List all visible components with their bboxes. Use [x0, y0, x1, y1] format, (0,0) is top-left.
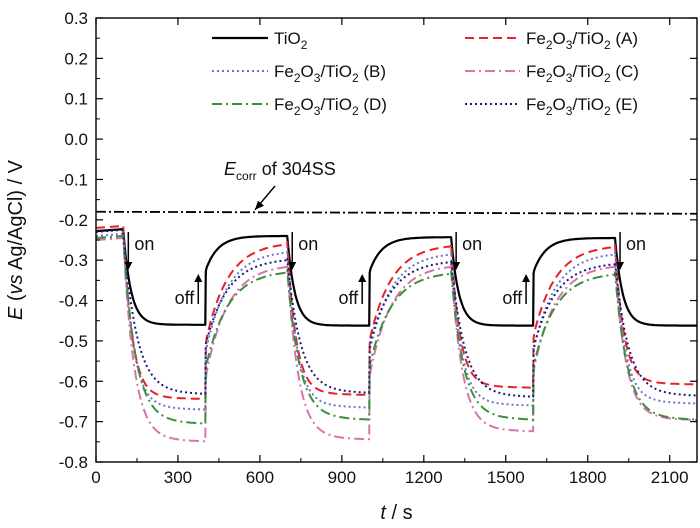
series-line-2 — [95, 232, 697, 411]
light-off-annotation: off — [338, 274, 367, 308]
light-on-label: on — [134, 234, 154, 254]
x-tick-label: 900 — [328, 468, 356, 487]
x-tick-label: 2100 — [651, 468, 689, 487]
y-tick-label: 0.2 — [64, 49, 88, 68]
legend-item: TiO2 — [212, 29, 308, 52]
series-line-3 — [95, 237, 697, 443]
light-on-annotation: on — [452, 232, 482, 270]
series-line-0 — [95, 228, 697, 327]
legend-item: Fe2O3/TiO2 (E) — [465, 95, 638, 118]
x-tick-label: 1800 — [569, 468, 607, 487]
legend-item: Fe2O3/TiO2 (C) — [465, 62, 639, 85]
label-layer: 0 300 600 900 1200 1500 1800 2100 0.3 0.2 0.1 0.0 -0… — [5, 9, 689, 524]
y-tick-label: 0.3 — [64, 9, 88, 28]
series-line-4 — [95, 235, 697, 425]
series-layer — [95, 224, 697, 443]
legend-label: Fe2O3/TiO2 (D) — [274, 95, 387, 118]
axes-layer — [95, 17, 698, 463]
series-line-5 — [95, 228, 697, 398]
y-tick-label: -0.7 — [59, 413, 88, 432]
legend-label: Fe2O3/TiO2 (E) — [526, 95, 638, 118]
annotation-layer: Ecorr of 304SS on on on on off off off — [95, 159, 698, 308]
legend-item: Fe2O3/TiO2 (B) — [212, 62, 386, 85]
light-off-annotation: off — [502, 274, 531, 308]
x-tick-label: 0 — [91, 468, 100, 487]
x-tick-label: 1200 — [405, 468, 443, 487]
y-tick-label: 0.0 — [64, 130, 88, 149]
legend-label: Fe2O3/TiO2 (A) — [526, 29, 638, 52]
light-on-label: on — [626, 234, 646, 254]
ecorr-reference-line — [95, 210, 698, 215]
legend-label: Fe2O3/TiO2 (B) — [274, 62, 386, 85]
x-axis-title: t / s — [380, 502, 412, 524]
y-tick-label: -0.6 — [59, 372, 88, 391]
y-tick-label: -0.3 — [59, 251, 88, 270]
legend-item: Fe2O3/TiO2 (A) — [465, 29, 638, 52]
light-off-label: off — [338, 288, 359, 308]
legend-layer: TiO2 Fe2O3/TiO2 (A) Fe2O3/TiO2 (B) Fe2O3/Ti… — [212, 29, 639, 118]
light-off-label: off — [502, 288, 523, 308]
x-tick-label: 600 — [246, 468, 274, 487]
light-on-annotation: on — [124, 232, 154, 270]
light-off-annotation: off — [175, 274, 203, 308]
legend-label: Fe2O3/TiO2 (C) — [526, 62, 639, 85]
y-tick-label: -0.1 — [59, 170, 88, 189]
x-tick-label: 300 — [164, 468, 192, 487]
light-on-annotation: on — [616, 232, 646, 270]
y-tick-label: -0.5 — [59, 332, 88, 351]
y-tick-label: 0.1 — [64, 90, 88, 109]
x-tick-label: 1500 — [487, 468, 525, 487]
y-tick-label: -0.2 — [59, 211, 88, 230]
ecorr-label: Ecorr of 304SS — [224, 159, 336, 183]
light-on-annotation: on — [288, 232, 318, 270]
light-on-label: on — [298, 234, 318, 254]
series-line-1 — [95, 224, 697, 400]
y-axis-title: E (vs Ag/AgCl) / V — [5, 159, 27, 320]
ecorr-arrowhead — [255, 200, 264, 210]
legend-label: TiO2 — [274, 29, 308, 52]
y-tick-label: -0.4 — [59, 292, 88, 311]
y-tick-label: -0.8 — [59, 453, 88, 472]
light-on-label: on — [462, 234, 482, 254]
legend-item: Fe2O3/TiO2 (D) — [212, 95, 387, 118]
light-off-label: off — [175, 288, 196, 308]
